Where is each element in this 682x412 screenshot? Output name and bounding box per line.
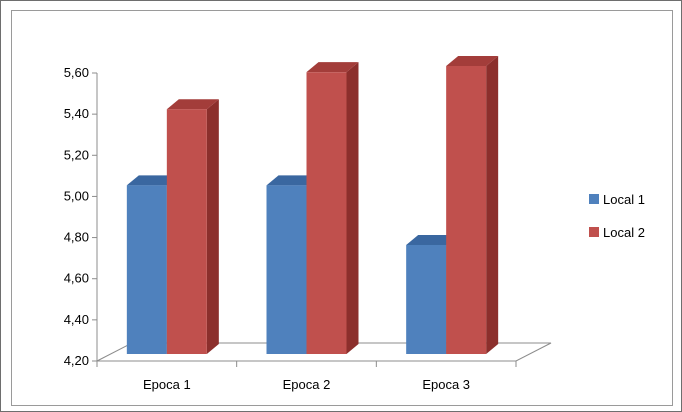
- legend-swatch: [589, 194, 599, 204]
- y-tick-label: 5,60: [64, 65, 89, 80]
- bar-front: [306, 72, 347, 355]
- x-tick-label: Epoca 1: [143, 377, 191, 392]
- bar-top: [446, 56, 499, 66]
- legend-label: Local 1: [603, 192, 645, 207]
- bar: [306, 62, 359, 355]
- bar-front: [406, 244, 447, 354]
- bar-front: [126, 185, 167, 354]
- bar-front: [266, 185, 307, 354]
- y-tick-label: 4,60: [64, 271, 89, 286]
- bar: [446, 56, 499, 354]
- legend: Local 1 Local 2: [589, 192, 645, 240]
- legend-swatch: [589, 227, 599, 237]
- x-tick-label: Epoca 2: [283, 377, 331, 392]
- bar: [166, 99, 219, 354]
- legend-label: Local 2: [603, 225, 645, 240]
- y-tick-label: 4,40: [64, 312, 89, 327]
- bar-front: [166, 109, 207, 354]
- y-tick-label: 5,00: [64, 188, 89, 203]
- bar-front: [446, 66, 487, 354]
- y-tick-label: 5,20: [64, 147, 89, 162]
- bar-side: [486, 56, 499, 354]
- x-tick-label: Epoca 3: [422, 377, 470, 392]
- axes: 4,20 4,40 4,60 4,80 5,00 5,20 5,40 5,60 Epoca 1 E…: [64, 65, 517, 392]
- bar-top: [266, 175, 319, 186]
- bars: [126, 56, 499, 355]
- bar-top: [306, 62, 359, 73]
- y-tick-label: 4,20: [64, 353, 89, 368]
- y-tick-label: 4,80: [64, 230, 89, 245]
- bar-side: [206, 99, 219, 354]
- y-tick-label: 5,40: [64, 106, 89, 121]
- bar-side: [346, 62, 359, 355]
- bar-top: [126, 175, 179, 186]
- bar-top: [406, 234, 459, 245]
- bar-top: [166, 99, 219, 110]
